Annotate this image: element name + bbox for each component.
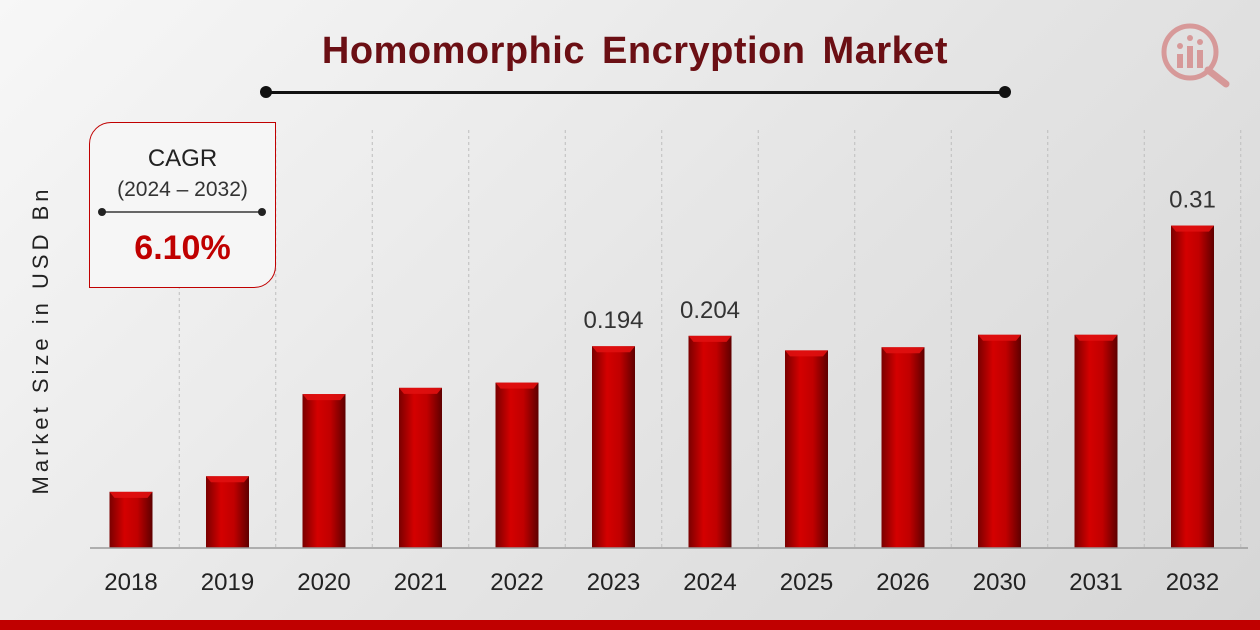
bar-2018 bbox=[109, 491, 153, 548]
bottom-accent-band bbox=[0, 620, 1260, 630]
bar-2025 bbox=[785, 350, 828, 548]
x-tick-label: 2031 bbox=[1069, 569, 1122, 596]
cagr-value: 6.10% bbox=[134, 229, 231, 267]
x-tick-label: 2024 bbox=[683, 569, 736, 596]
bar-2021 bbox=[399, 387, 442, 548]
x-tick-label: 2023 bbox=[587, 569, 640, 596]
bar-body bbox=[688, 335, 732, 548]
cagr-callout: CAGR (2024 – 2032) 6.10% bbox=[89, 122, 276, 288]
x-tick-label: 2025 bbox=[780, 569, 833, 596]
bar-body bbox=[399, 387, 442, 548]
bar-body bbox=[1171, 225, 1214, 548]
bar-2022 bbox=[495, 382, 539, 548]
bar-top-face bbox=[302, 394, 346, 401]
title-underline-left-dot bbox=[260, 86, 272, 98]
bar-body bbox=[785, 350, 828, 548]
bar-2030 bbox=[978, 334, 1021, 548]
bar-2031 bbox=[1074, 334, 1118, 548]
bar-body bbox=[302, 394, 346, 548]
bar-top-face bbox=[1171, 225, 1214, 232]
data-label: 0.194 bbox=[583, 307, 643, 334]
title-underline bbox=[266, 91, 1006, 94]
bar-top-face bbox=[495, 382, 539, 389]
title-underline-right-dot bbox=[999, 86, 1011, 98]
x-tick-label: 2026 bbox=[876, 569, 929, 596]
bar-top-face bbox=[978, 334, 1021, 341]
bar-top-face bbox=[399, 387, 442, 394]
bar-2032 bbox=[1171, 225, 1214, 548]
bar-2023 bbox=[592, 346, 635, 548]
cagr-label: CAGR bbox=[147, 145, 218, 172]
cagr-period: (2024 – 2032) bbox=[117, 178, 248, 201]
chart-title: Homomorphic Encryption Market bbox=[321, 30, 949, 72]
bar-2019 bbox=[206, 476, 249, 548]
x-tick-label: 2021 bbox=[394, 569, 447, 596]
cagr-divider bbox=[102, 211, 262, 213]
market-research-logo-icon bbox=[1161, 23, 1230, 88]
bar-top-face bbox=[206, 476, 249, 483]
bar-2020 bbox=[302, 394, 346, 548]
x-tick-label: 2018 bbox=[104, 569, 157, 596]
bar-body bbox=[109, 491, 153, 548]
cagr-divider-left-dot bbox=[98, 208, 106, 216]
bar-top-face bbox=[785, 350, 828, 357]
bar-body bbox=[495, 382, 539, 548]
bar-top-face bbox=[109, 491, 153, 498]
bar-body bbox=[1074, 334, 1118, 548]
x-tick-label: 2019 bbox=[201, 569, 254, 596]
x-tick-label: 2032 bbox=[1166, 569, 1219, 596]
x-tick-label: 2022 bbox=[490, 569, 543, 596]
data-label: 0.204 bbox=[680, 297, 740, 324]
x-tick-label: 2030 bbox=[973, 569, 1026, 596]
data-label: 0.31 bbox=[1169, 187, 1216, 214]
bar-top-face bbox=[881, 347, 925, 354]
bar-body bbox=[206, 476, 249, 548]
bar-body bbox=[978, 334, 1021, 548]
bar-top-face bbox=[592, 346, 635, 353]
x-tick-label: 2020 bbox=[297, 569, 350, 596]
bar-top-face bbox=[1074, 334, 1118, 341]
bar-2026 bbox=[881, 347, 925, 548]
bar-top-face bbox=[688, 335, 732, 342]
cagr-divider-right-dot bbox=[258, 208, 266, 216]
bar-body bbox=[881, 347, 925, 548]
bar-body bbox=[592, 346, 635, 548]
bar-2024 bbox=[688, 335, 732, 548]
